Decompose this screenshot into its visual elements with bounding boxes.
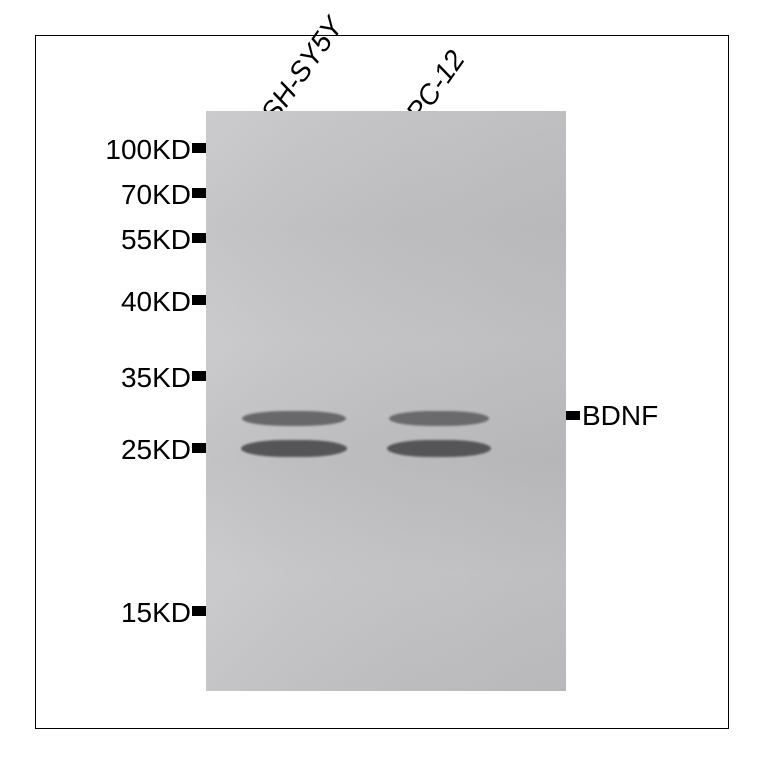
marker-tick-70kd [192,188,206,198]
marker-100kd: 100KD [91,134,191,166]
band-lane1-lower [241,440,347,457]
marker-tick-35kd [192,371,206,381]
western-blot-figure: SH-SY5Y PC-12 100KD 70KD 55KD 40KD 35KD … [35,35,729,729]
band-lane2-upper [389,411,489,426]
marker-tick-15kd [192,606,206,616]
marker-15kd: 15KD [91,597,191,629]
protein-tick [566,411,580,420]
marker-tick-25kd [192,443,206,453]
protein-label-bdnf: BDNF [582,400,658,432]
marker-25kd: 25KD [91,434,191,466]
marker-tick-40kd [192,295,206,305]
band-lane1-upper [242,411,346,426]
marker-35kd: 35KD [91,362,191,394]
marker-55kd: 55KD [91,224,191,256]
marker-40kd: 40KD [91,286,191,318]
blot-membrane [206,111,566,691]
marker-tick-55kd [192,233,206,243]
marker-70kd: 70KD [91,179,191,211]
marker-tick-100kd [192,143,206,153]
blot-background [206,111,566,691]
band-lane2-lower [387,440,491,457]
